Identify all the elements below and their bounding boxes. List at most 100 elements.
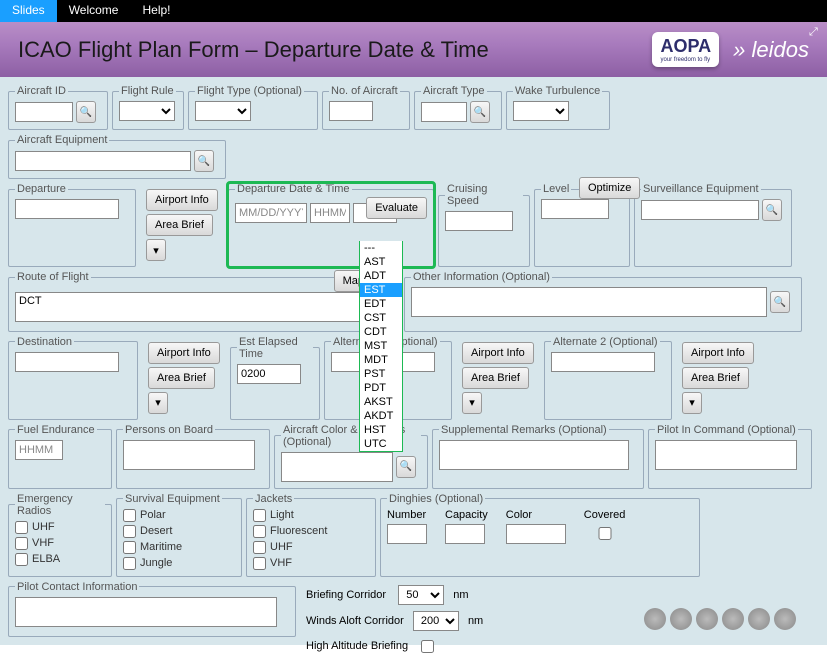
destination-input[interactable] bbox=[15, 352, 119, 372]
dest-airport-info-button[interactable]: Airport Info bbox=[148, 342, 220, 364]
ding-capacity-input[interactable] bbox=[445, 524, 485, 544]
tab-help[interactable]: Help! bbox=[130, 0, 182, 22]
dest-area-brief-button[interactable]: Area Brief bbox=[148, 367, 215, 389]
header-logos: AOPA your freedom to fly » leidos bbox=[652, 32, 809, 67]
action-icon-3[interactable] bbox=[696, 608, 718, 630]
tz-option-adt[interactable]: ADT bbox=[360, 269, 402, 283]
ding-number-input[interactable] bbox=[387, 524, 427, 544]
no-aircraft-input[interactable] bbox=[329, 101, 373, 121]
tab-slides[interactable]: Slides bbox=[0, 0, 57, 22]
tz-option----[interactable]: --- bbox=[360, 241, 402, 255]
tz-option-cdt[interactable]: CDT bbox=[360, 325, 402, 339]
jacket-light-checkbox[interactable] bbox=[253, 509, 266, 522]
action-icon-6[interactable] bbox=[774, 608, 796, 630]
pic-textarea[interactable] bbox=[655, 440, 797, 470]
route-textarea[interactable]: DCT bbox=[15, 292, 393, 322]
dep-date-input[interactable] bbox=[235, 203, 307, 223]
surveq-polar[interactable]: Polar bbox=[123, 509, 235, 522]
ac-equip-input[interactable] bbox=[15, 151, 191, 171]
alt1-area-brief-button[interactable]: Area Brief bbox=[462, 367, 529, 389]
alt1-area-brief-dropdown-icon[interactable]: ▾ bbox=[462, 392, 482, 414]
surv-equip-input[interactable] bbox=[641, 200, 759, 220]
action-icon-2[interactable] bbox=[670, 608, 692, 630]
wake-select[interactable] bbox=[513, 101, 569, 121]
ding-color-input[interactable] bbox=[506, 524, 566, 544]
ding-covered-checkbox[interactable] bbox=[588, 527, 623, 540]
emr-vhf-checkbox[interactable] bbox=[15, 537, 28, 550]
aircraft-id-input[interactable] bbox=[15, 102, 73, 122]
surveq-jungle-checkbox[interactable] bbox=[123, 557, 136, 570]
jacket-uhf-checkbox[interactable] bbox=[253, 541, 266, 554]
other-info-search-icon[interactable]: 🔍 bbox=[770, 291, 790, 313]
flight-rule-select[interactable] bbox=[119, 101, 175, 121]
alt2-area-brief-dropdown-icon[interactable]: ▾ bbox=[682, 392, 702, 414]
jacket-uhf[interactable]: UHF bbox=[253, 541, 369, 554]
emr-elba-checkbox[interactable] bbox=[15, 553, 28, 566]
tz-dropdown-list[interactable]: ---ASTADTESTEDTCSTCDTMSTMDTPSTPDTAKSTAKD… bbox=[359, 241, 403, 452]
dest-area-brief-dropdown-icon[interactable]: ▾ bbox=[148, 392, 168, 414]
expand-icon[interactable]: ⤢ bbox=[809, 26, 823, 40]
brief-corr-select[interactable]: 50 bbox=[398, 585, 444, 605]
tz-option-akdt[interactable]: AKDT bbox=[360, 409, 402, 423]
surveq-jungle[interactable]: Jungle bbox=[123, 557, 235, 570]
departure-airport-info-button[interactable]: Airport Info bbox=[146, 189, 218, 211]
tz-option-akst[interactable]: AKST bbox=[360, 395, 402, 409]
alt1-airport-info-button[interactable]: Airport Info bbox=[462, 342, 534, 364]
aircraft-id-search-icon[interactable]: 🔍 bbox=[76, 101, 96, 123]
surveq-desert[interactable]: Desert bbox=[123, 525, 235, 538]
tz-option-hst[interactable]: HST bbox=[360, 423, 402, 437]
tz-option-pst[interactable]: PST bbox=[360, 367, 402, 381]
jacket-fluorescent[interactable]: Fluorescent bbox=[253, 525, 369, 538]
ac-equip-search-icon[interactable]: 🔍 bbox=[194, 150, 214, 172]
tab-welcome[interactable]: Welcome bbox=[57, 0, 131, 22]
jacket-vhf-checkbox[interactable] bbox=[253, 557, 266, 570]
level-input[interactable] bbox=[541, 199, 609, 219]
surveq-maritime[interactable]: Maritime bbox=[123, 541, 235, 554]
est-input[interactable] bbox=[237, 364, 301, 384]
tz-option-est[interactable]: EST bbox=[360, 283, 402, 297]
tz-option-edt[interactable]: EDT bbox=[360, 297, 402, 311]
surveq-desert-checkbox[interactable] bbox=[123, 525, 136, 538]
pilotcontact-textarea[interactable] bbox=[15, 597, 277, 627]
departure-area-brief-dropdown-icon[interactable]: ▾ bbox=[146, 239, 166, 261]
action-icon-1[interactable] bbox=[644, 608, 666, 630]
departure-area-brief-button[interactable]: Area Brief bbox=[146, 214, 213, 236]
action-icon-4[interactable] bbox=[722, 608, 744, 630]
jacket-vhf[interactable]: VHF bbox=[253, 557, 369, 570]
alt2-airport-info-button[interactable]: Airport Info bbox=[682, 342, 754, 364]
supprem-textarea[interactable] bbox=[439, 440, 629, 470]
winds-select[interactable]: 200 bbox=[413, 611, 459, 631]
tz-option-ast[interactable]: AST bbox=[360, 255, 402, 269]
tz-option-utc[interactable]: UTC bbox=[360, 437, 402, 451]
jacket-light[interactable]: Light bbox=[253, 509, 369, 522]
flight-type-select[interactable] bbox=[195, 101, 251, 121]
surv-equip-search-icon[interactable]: 🔍 bbox=[762, 199, 782, 221]
alt2-area-brief-button[interactable]: Area Brief bbox=[682, 367, 749, 389]
emr-uhf[interactable]: UHF bbox=[15, 521, 105, 534]
departure-input[interactable] bbox=[15, 199, 119, 219]
alt2-input[interactable] bbox=[551, 352, 655, 372]
other-info-textarea[interactable] bbox=[411, 287, 767, 317]
aircraft-type-search-icon[interactable]: 🔍 bbox=[470, 101, 490, 123]
tz-option-cst[interactable]: CST bbox=[360, 311, 402, 325]
emr-elba[interactable]: ELBA bbox=[15, 553, 105, 566]
surveq-maritime-checkbox[interactable] bbox=[123, 541, 136, 554]
optimize-button[interactable]: Optimize bbox=[579, 177, 640, 199]
tz-option-mdt[interactable]: MDT bbox=[360, 353, 402, 367]
emr-uhf-checkbox[interactable] bbox=[15, 521, 28, 534]
high-alt-checkbox[interactable] bbox=[421, 640, 434, 653]
action-icon-5[interactable] bbox=[748, 608, 770, 630]
aircraft-type-input[interactable] bbox=[421, 102, 467, 122]
jacket-fluorescent-checkbox[interactable] bbox=[253, 525, 266, 538]
ac-color-search-icon[interactable]: 🔍 bbox=[396, 456, 416, 478]
ac-color-textarea[interactable] bbox=[281, 452, 393, 482]
persons-textarea[interactable] bbox=[123, 440, 255, 470]
fuel-input[interactable] bbox=[15, 440, 63, 460]
tz-option-pdt[interactable]: PDT bbox=[360, 381, 402, 395]
dep-time-input[interactable] bbox=[310, 203, 350, 223]
evaluate-button[interactable]: Evaluate bbox=[366, 197, 427, 219]
cruising-input[interactable] bbox=[445, 211, 513, 231]
surveq-polar-checkbox[interactable] bbox=[123, 509, 136, 522]
tz-option-mst[interactable]: MST bbox=[360, 339, 402, 353]
emr-vhf[interactable]: VHF bbox=[15, 537, 105, 550]
